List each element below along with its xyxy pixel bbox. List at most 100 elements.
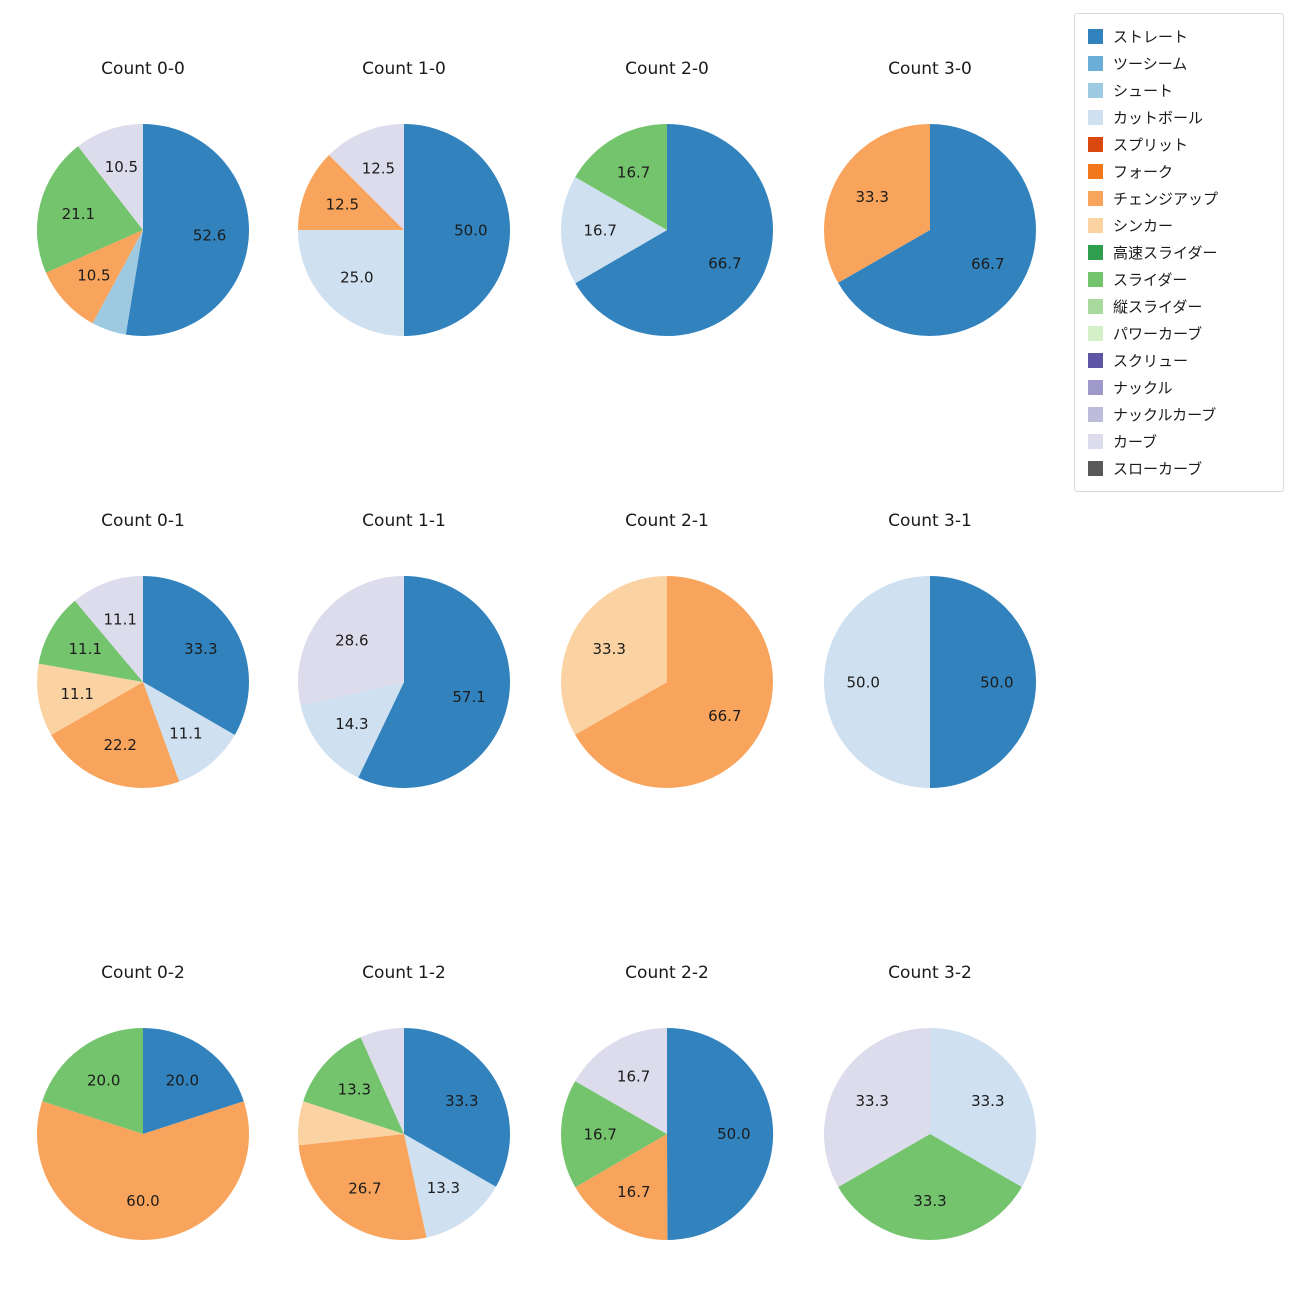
- pie-slice-label: 26.7: [348, 1179, 381, 1197]
- pie-slice: [823, 1028, 930, 1187]
- chart-title: Count 2-2: [625, 963, 709, 983]
- pie-slice-label: 50.0: [980, 673, 1013, 691]
- legend-item: スクリュー: [1088, 347, 1270, 374]
- legend-swatch-icon: [1088, 353, 1103, 368]
- pie-slice: [74, 576, 143, 682]
- pie-slice-label: 11.1: [60, 685, 93, 703]
- chart-title: Count 0-2: [101, 963, 185, 983]
- pie-slice: [360, 1028, 404, 1134]
- pie-slice: [298, 576, 404, 706]
- pie-slice: [36, 146, 143, 273]
- chart-title: Count 3-0: [888, 59, 972, 79]
- pie-slice: [561, 1081, 667, 1188]
- legend-label: シンカー: [1113, 217, 1174, 235]
- legend-item: ナックルカーブ: [1088, 401, 1270, 428]
- pie-slice: [930, 1028, 1037, 1187]
- pie-slice-label: 33.3: [913, 1192, 946, 1210]
- pie-slice-label: 50.0: [846, 673, 879, 691]
- pie-slice: [404, 124, 510, 336]
- legend-label: ナックルカーブ: [1113, 406, 1217, 424]
- pie-slice: [36, 663, 143, 735]
- legend-item: スプリット: [1088, 131, 1270, 158]
- pie-slice: [125, 124, 249, 336]
- legend-item: スライダー: [1088, 266, 1270, 293]
- pie-slice-label: 50.0: [454, 221, 487, 239]
- pie-slice-label: 11.1: [103, 610, 136, 628]
- pie-slice-label: 33.3: [592, 640, 625, 658]
- pie-slice: [823, 123, 930, 283]
- pie-slice: [838, 124, 1036, 336]
- chart-title: Count 1-0: [362, 59, 446, 79]
- legend-label: 高速スライダー: [1113, 244, 1218, 262]
- legend-label: ストレート: [1113, 28, 1189, 46]
- pie-slice: [824, 576, 930, 788]
- pie-slice: [38, 600, 143, 682]
- legend-swatch-icon: [1088, 245, 1103, 260]
- pitch-type-legend: ストレートツーシームシュート カットボール スプリットフォークチェンジアップ シンカー…: [1074, 13, 1284, 492]
- pie-slice: [298, 230, 404, 336]
- legend-swatch-icon: [1088, 407, 1103, 422]
- legend-item: カットボール: [1088, 104, 1270, 131]
- legend-label: チェンジアップ: [1113, 190, 1219, 208]
- pie-slice: [575, 1028, 667, 1134]
- chart-title: Count 1-1: [362, 511, 446, 531]
- pie-chart: 33.3 33.3 33.3: [823, 1028, 1037, 1241]
- legend-label: スローカーブ: [1113, 460, 1203, 478]
- chart-title: Count 0-1: [101, 511, 185, 531]
- legend-label: 縦スライダー: [1113, 298, 1203, 316]
- legend-swatch-icon: [1088, 137, 1103, 152]
- pie-slice-label: 66.7: [971, 255, 1004, 273]
- legend-swatch-icon: [1088, 380, 1103, 395]
- pie-slice-label: 16.7: [617, 1183, 650, 1201]
- legend-item: ツーシーム: [1088, 50, 1270, 77]
- pie-slice: [78, 124, 143, 230]
- pie-slice-label: 11.1: [169, 724, 202, 742]
- legend-swatch-icon: [1088, 83, 1103, 98]
- legend-swatch-icon: [1088, 56, 1103, 71]
- pie-slice: [575, 1134, 668, 1241]
- pie-chart: 66.7 33.3: [823, 123, 1036, 336]
- pie-slice-label: 33.3: [184, 640, 217, 658]
- chart-title: Count 0-0: [101, 59, 185, 79]
- pie-slice: [667, 1027, 774, 1240]
- pie-slice: [298, 1134, 427, 1240]
- pie-slice: [45, 230, 143, 324]
- pie-slice-label: 11.1: [68, 640, 101, 658]
- pie-slice: [298, 155, 404, 230]
- pie-slice-label: 16.7: [617, 163, 650, 181]
- chart-title: Count 1-2: [362, 963, 446, 983]
- legend-item: パワーカーブ: [1088, 320, 1270, 347]
- pie-slice: [404, 1134, 496, 1238]
- legend-label: パワーカーブ: [1113, 325, 1203, 343]
- pie-chart: 50.0 25.0 12.512.5: [298, 124, 510, 336]
- pie-chart: 33.3 13.3 26.7 13.3: [297, 1028, 511, 1240]
- pie-slice-label: 22.2: [103, 736, 136, 754]
- legend-item: シュート: [1088, 77, 1270, 104]
- legend-swatch-icon: [1088, 110, 1103, 125]
- legend-label: スクリュー: [1113, 352, 1189, 370]
- legend-swatch-icon: [1088, 218, 1103, 233]
- legend-label: ナックル: [1113, 379, 1173, 397]
- pie-slice: [303, 1037, 404, 1134]
- pie-slice: [329, 124, 404, 230]
- pie-chart: 66.7 33.3: [560, 576, 773, 788]
- pie-slice-label: 66.7: [708, 255, 741, 273]
- pie-slice: [575, 576, 773, 788]
- pie-chart: 66.7 16.7 16.7: [561, 124, 773, 336]
- pie-slice-label: 10.5: [77, 267, 110, 285]
- legend-swatch-icon: [1088, 299, 1103, 314]
- pie-chart: 50.0 16.7 16.7 16.7: [561, 1027, 774, 1241]
- pie-slice: [92, 230, 143, 335]
- legend-label: フォーク: [1113, 163, 1174, 181]
- pie-slice-label: 25.0: [340, 268, 373, 286]
- legend-label: ツーシーム: [1113, 55, 1188, 73]
- legend-label: カーブ: [1113, 433, 1158, 451]
- pie-slice: [37, 1101, 250, 1241]
- pie-chart: 33.311.122.211.111.111.1: [36, 576, 250, 789]
- pie-slice: [51, 682, 180, 789]
- chart-title: Count 3-1: [888, 511, 972, 531]
- legend-item: ナックル: [1088, 374, 1270, 401]
- pie-slice: [838, 1134, 1022, 1241]
- pie-slice: [300, 682, 404, 778]
- pie-chart: 20.0 60.0 20.0: [37, 1028, 250, 1241]
